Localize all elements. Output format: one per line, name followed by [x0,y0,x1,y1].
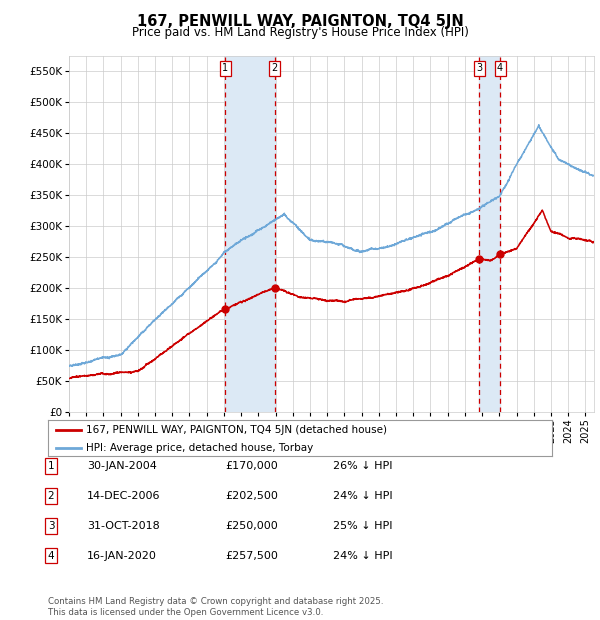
Bar [479,56,500,412]
Text: 31-OCT-2018: 31-OCT-2018 [87,521,160,531]
Text: 167, PENWILL WAY, PAIGNTON, TQ4 5JN: 167, PENWILL WAY, PAIGNTON, TQ4 5JN [137,14,463,29]
Text: 1: 1 [222,63,229,73]
Text: £170,000: £170,000 [225,461,278,471]
Text: £202,500: £202,500 [225,491,278,501]
Text: 24% ↓ HPI: 24% ↓ HPI [333,551,392,560]
Text: 30-JAN-2004: 30-JAN-2004 [87,461,157,471]
Text: 1: 1 [47,461,55,471]
Text: 4: 4 [497,63,503,73]
Text: Price paid vs. HM Land Registry's House Price Index (HPI): Price paid vs. HM Land Registry's House … [131,26,469,39]
Text: Contains HM Land Registry data © Crown copyright and database right 2025.
This d: Contains HM Land Registry data © Crown c… [48,598,383,617]
Text: £257,500: £257,500 [225,551,278,560]
Text: 4: 4 [47,551,55,560]
Text: 3: 3 [476,63,482,73]
Text: 2: 2 [272,63,278,73]
Text: 25% ↓ HPI: 25% ↓ HPI [333,521,392,531]
Text: 167, PENWILL WAY, PAIGNTON, TQ4 5JN (detached house): 167, PENWILL WAY, PAIGNTON, TQ4 5JN (det… [86,425,387,435]
Text: HPI: Average price, detached house, Torbay: HPI: Average price, detached house, Torb… [86,443,313,453]
Text: 14-DEC-2006: 14-DEC-2006 [87,491,161,501]
Bar [225,56,275,412]
Text: 2: 2 [47,491,55,501]
Text: 26% ↓ HPI: 26% ↓ HPI [333,461,392,471]
Text: 16-JAN-2020: 16-JAN-2020 [87,551,157,560]
Text: £250,000: £250,000 [225,521,278,531]
Text: 3: 3 [47,521,55,531]
Text: 24% ↓ HPI: 24% ↓ HPI [333,491,392,501]
